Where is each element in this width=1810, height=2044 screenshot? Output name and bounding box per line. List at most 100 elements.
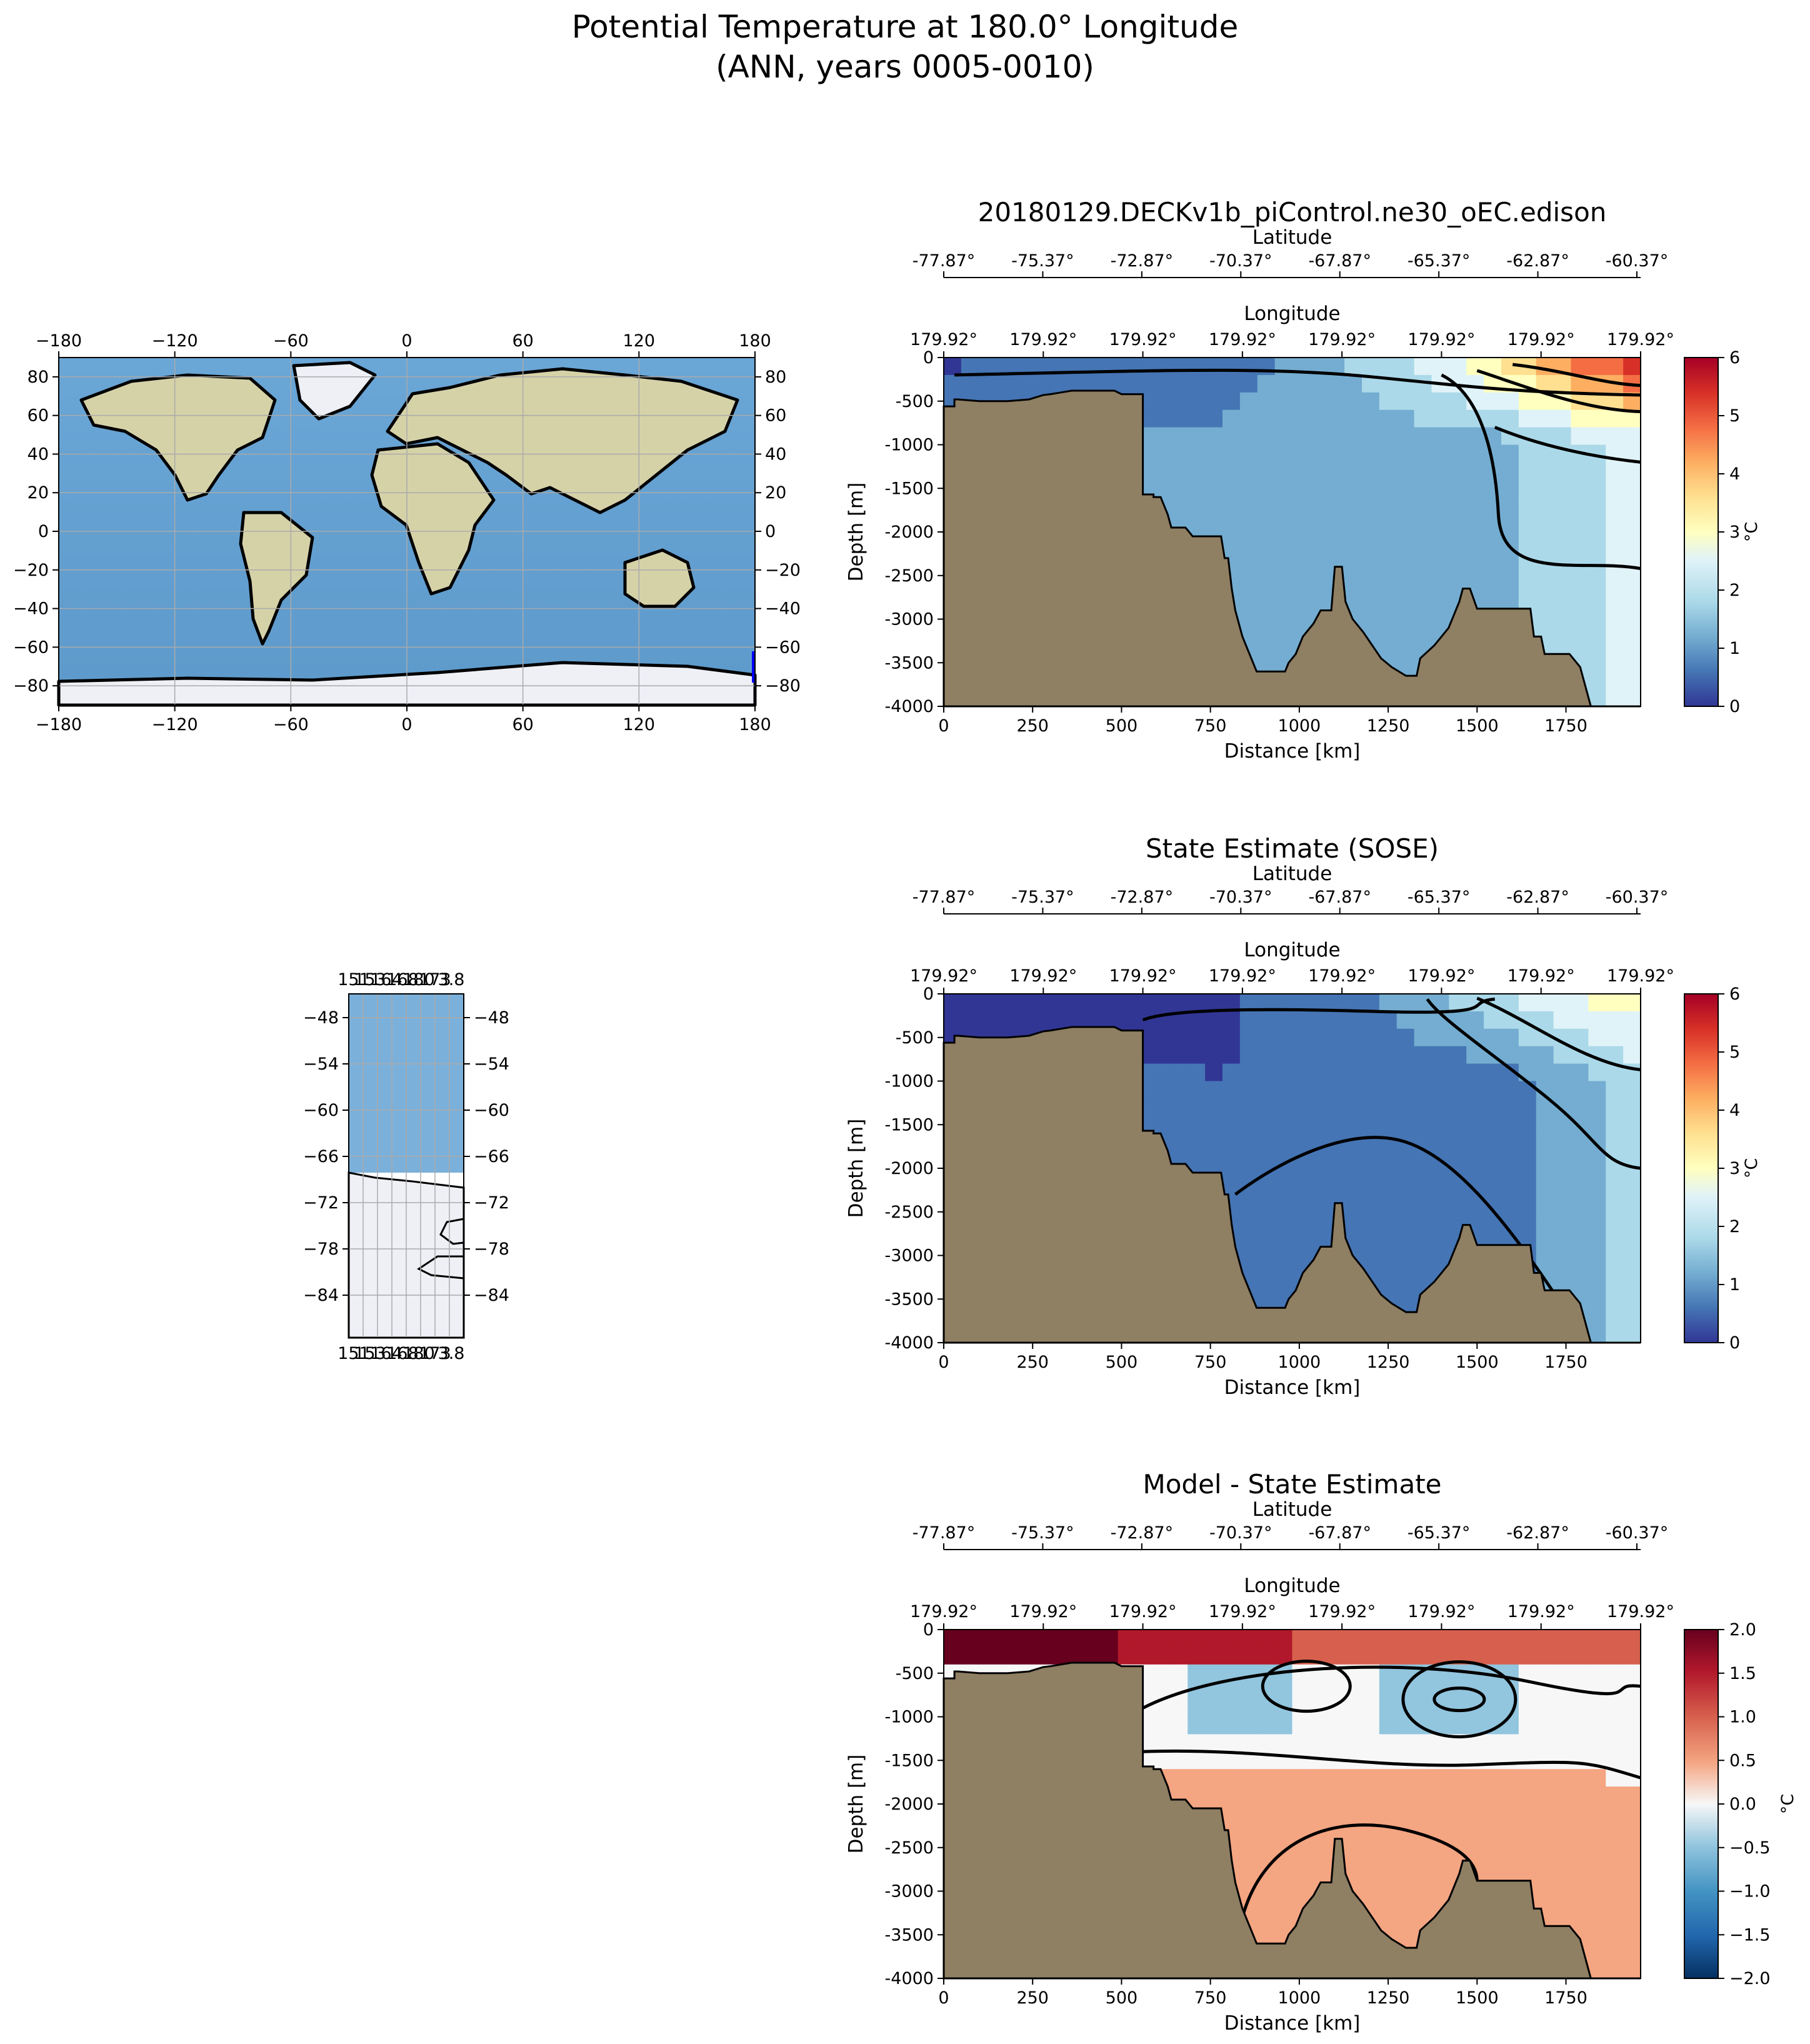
y-tick-label: -2000 — [885, 1159, 934, 1178]
field-cell — [1414, 392, 1432, 411]
field-cell — [1362, 1838, 1380, 1857]
field-cell — [1518, 1220, 1537, 1239]
field-cell — [1292, 1063, 1311, 1082]
field-cell — [978, 1011, 997, 1030]
field-cell — [1588, 1168, 1607, 1186]
field-cell — [1100, 1630, 1119, 1648]
field-cell — [1449, 462, 1468, 481]
field-cell — [1379, 1769, 1398, 1788]
field-cell — [1484, 1630, 1502, 1648]
field-cell — [1239, 358, 1258, 376]
field-cell — [1623, 994, 1641, 1012]
field-cell — [1396, 1786, 1415, 1805]
field-cell — [1188, 1699, 1206, 1718]
field-cell — [1553, 427, 1572, 446]
global-xtick-label-bottom: −180 — [36, 715, 82, 734]
latitude-tick-label: -72.87° — [1111, 251, 1174, 271]
field-cell — [1309, 1011, 1328, 1030]
y-tick-label: 0 — [923, 348, 934, 368]
field-cell — [1396, 1220, 1415, 1239]
x-tick-label: 1500 — [1456, 1988, 1499, 2008]
contour-lines — [954, 363, 1641, 571]
field-cell — [1553, 636, 1572, 655]
regional-ytick-label-right: −66 — [474, 1147, 509, 1166]
field-cell — [1239, 1133, 1258, 1152]
longitude-tick-label: 179.92° — [910, 966, 978, 986]
field-cell — [1362, 1151, 1380, 1169]
field-cell — [1553, 994, 1572, 1012]
latitude-tick-label: -75.37° — [1011, 251, 1074, 271]
field-cell — [1152, 994, 1171, 1012]
field-cell — [1553, 1786, 1572, 1805]
field-cell — [1205, 358, 1223, 376]
field-cell — [1484, 1769, 1502, 1788]
field-cell — [1205, 1011, 1223, 1030]
field-cell — [1553, 1769, 1572, 1788]
field-cell — [1239, 1734, 1258, 1753]
regional-xtick-label-bottom: 3.8 — [438, 1344, 465, 1363]
colorbar-tick-label: 5 — [1729, 1043, 1740, 1062]
field-cell — [1344, 1151, 1362, 1169]
field-cell — [1205, 374, 1223, 393]
global-ytick-label-right: 60 — [765, 406, 786, 426]
field-cell — [1309, 549, 1328, 568]
field-cell — [1414, 444, 1432, 463]
field-cell — [1466, 497, 1485, 516]
field-cell — [1588, 1943, 1607, 1962]
field-cell — [1623, 479, 1641, 498]
field-cell — [1623, 584, 1641, 603]
contour-line — [1441, 373, 1641, 571]
field-cell — [1152, 1751, 1171, 1770]
global-xtick-label-top: 60 — [512, 331, 533, 351]
field-cell — [1571, 1804, 1589, 1822]
field-cell — [1396, 479, 1415, 498]
contour-line — [1476, 369, 1641, 413]
global-map-land — [57, 361, 757, 707]
colorbar-tick-label: 1 — [1729, 639, 1740, 658]
field-cell — [1257, 1046, 1276, 1065]
field-cell — [1309, 1081, 1328, 1100]
field-cell — [1327, 1630, 1346, 1648]
field-cell — [1188, 1116, 1206, 1135]
field-cell — [1571, 1273, 1589, 1291]
global-ytick-label-right: −80 — [765, 676, 801, 696]
field-cell — [1292, 514, 1311, 533]
field-cell — [1606, 1273, 1624, 1291]
field-cell — [1379, 1681, 1398, 1700]
field-cell — [1501, 1203, 1519, 1221]
latitude-tick-label: -77.87° — [912, 888, 976, 907]
colorbar-tick-label: 1.5 — [1729, 1664, 1756, 1683]
field-cell — [1449, 1063, 1468, 1082]
field-cell — [1606, 409, 1624, 428]
field-cell — [1588, 1804, 1607, 1822]
field-cell — [1239, 1838, 1258, 1857]
x-tick-label: 1750 — [1544, 1353, 1588, 1372]
field-cell — [1327, 392, 1346, 411]
longitude-tick-label: 179.92° — [1508, 966, 1575, 986]
field-cell — [1571, 1220, 1589, 1239]
regional-ytick-label-left: −60 — [303, 1101, 339, 1120]
colorbar-tick-label: 6 — [1729, 984, 1740, 1004]
field-cell — [1553, 1116, 1572, 1135]
field-cell — [1239, 427, 1258, 446]
field-cell — [1188, 1063, 1206, 1082]
contour-line — [1476, 996, 1641, 1071]
field-cell — [1484, 1151, 1502, 1169]
field-cell — [1623, 1133, 1641, 1152]
field-cell — [1571, 497, 1589, 516]
field-cell — [1274, 1011, 1293, 1030]
field-cell — [1292, 1716, 1311, 1735]
latitude-tick-label: -65.37° — [1408, 888, 1471, 907]
field-cell — [1188, 1011, 1206, 1030]
longitude-tick-label: 179.92° — [1408, 966, 1475, 986]
field-cell — [1239, 1255, 1258, 1274]
field-cell — [1239, 374, 1258, 393]
field-cell — [1396, 497, 1415, 516]
regional-xtick-label-bottom: 151 — [338, 1344, 370, 1363]
field-cell — [1257, 1838, 1276, 1857]
field-cell — [1484, 1098, 1502, 1117]
latitude-tick-label: -70.37° — [1209, 1523, 1272, 1543]
field-cell — [1588, 1961, 1607, 1979]
colorbar — [1684, 993, 1719, 1343]
field-cell — [1205, 1646, 1223, 1665]
